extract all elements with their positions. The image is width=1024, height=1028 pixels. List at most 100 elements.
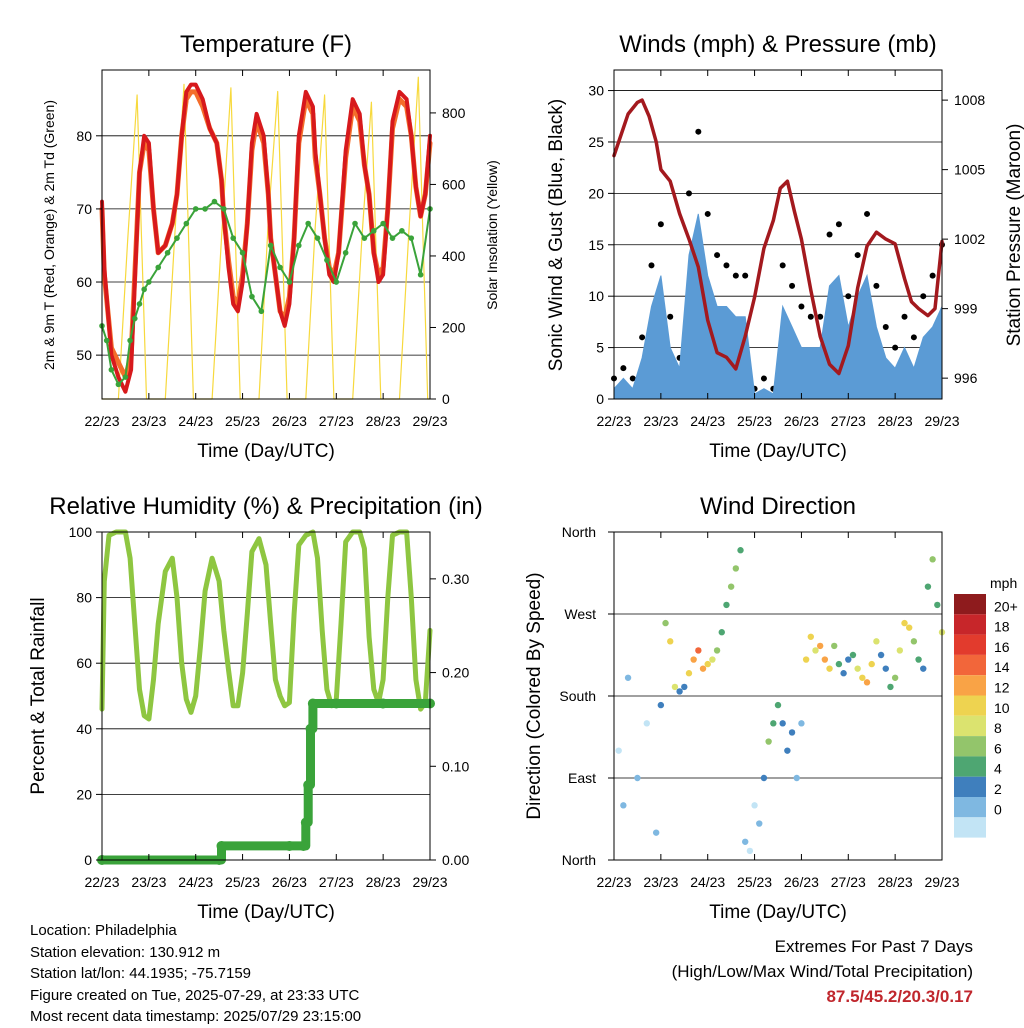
x-tick-label: 27/23	[319, 413, 354, 429]
gust-point	[845, 293, 852, 300]
y-tick-label-right: 0.10	[442, 758, 469, 774]
direction-point	[671, 683, 679, 691]
gust-point	[657, 221, 664, 228]
direction-point	[690, 656, 697, 663]
direction-point	[652, 829, 660, 836]
x-axis-label: Time (Day/UTC)	[709, 902, 847, 923]
x-tick-label: 24/23	[690, 413, 725, 429]
colorbar-label: 4	[994, 761, 1002, 777]
location-text: Location: Philadelphia	[30, 922, 177, 939]
colorbar-title: mph	[990, 575, 1017, 591]
gust-point	[629, 375, 636, 382]
y-tick-label-right: 200	[442, 319, 466, 335]
gust-point	[817, 313, 824, 320]
colorbar-swatch	[954, 675, 986, 696]
station-info: Location: Philadelphia Station elevation…	[30, 920, 361, 1028]
direction-point	[845, 656, 852, 663]
gust-point	[892, 344, 899, 351]
y-tick-label: East	[568, 770, 596, 786]
colorbar: mph 20+ 18 16 14 12 10 8 6 4 2 0	[954, 575, 1018, 838]
x-tick-label: 28/23	[878, 413, 913, 429]
x-tick-label: 23/23	[131, 413, 166, 429]
series-pressure	[612, 98, 944, 376]
precip-point	[305, 723, 316, 734]
direction-point	[732, 565, 740, 572]
y-tick-label: 20	[76, 786, 92, 802]
panel-1: Temperature (F) Time (Day/UTC) 22/23 23/23 2…	[41, 31, 500, 462]
gust-point	[667, 313, 674, 320]
x-tick-label: 27/23	[831, 413, 866, 429]
y-axis-label: Sonic Wind & Gust (Blue, Black)	[546, 99, 567, 371]
direction-point	[835, 660, 843, 668]
x-tick-label: 23/23	[131, 874, 166, 890]
x-tick-label: 25/23	[225, 413, 260, 429]
x-tick-label: 26/23	[784, 874, 819, 890]
x-tick-label: 26/23	[784, 413, 819, 429]
x-tick-label: 26/23	[272, 413, 307, 429]
y-tick-label: 0	[596, 391, 604, 407]
colorbar-label: 6	[994, 740, 1002, 756]
direction-point	[737, 547, 744, 554]
x-tick-label: 28/23	[366, 413, 401, 429]
direction-point	[746, 847, 754, 855]
direction-point	[934, 601, 941, 609]
y-tick-label-right: 1002	[954, 231, 985, 247]
direction-point	[849, 651, 857, 659]
y-axis-label-right: Solar Insolation (Yellow)	[484, 160, 500, 310]
y-tick-label: 15	[588, 237, 604, 253]
y-axis-label: 2m & 9m T (Red, Orange) & 2m Td (Green)	[41, 100, 57, 370]
gust-point	[732, 272, 739, 279]
gust-point	[864, 210, 871, 217]
plot-frame	[101, 69, 431, 400]
gust-point	[685, 190, 692, 197]
y-tick-label: 60	[76, 655, 92, 671]
direction-point	[831, 642, 838, 650]
x-tick-label: 24/23	[178, 413, 213, 429]
colorbar-label: 18	[994, 619, 1010, 635]
y-tick-label: North	[562, 524, 596, 540]
direction-point	[868, 660, 875, 668]
x-tick-label: 25/23	[737, 413, 772, 429]
direction-point	[924, 583, 932, 590]
y-tick-label: 25	[588, 134, 604, 150]
colorbar-label: 0	[994, 801, 1002, 817]
direction-point	[657, 701, 665, 709]
x-tick-label: 23/23	[643, 874, 678, 890]
x-tick-label: 24/23	[178, 874, 213, 890]
direction-point	[882, 665, 889, 672]
plot-frame	[101, 531, 431, 861]
panel-title: Temperature (F)	[180, 31, 352, 58]
gust-point	[639, 334, 646, 341]
colorbar-label: 8	[994, 720, 1002, 736]
series-td	[101, 200, 431, 386]
colorbar-swatch	[954, 817, 986, 838]
gust-point	[742, 272, 749, 279]
direction-point	[756, 820, 763, 827]
direction-point	[896, 647, 904, 654]
precip-point	[300, 817, 311, 828]
panel-3: Relative Humidity (%) & Precipitation (i…	[28, 493, 483, 923]
colorbar-swatch	[954, 797, 986, 818]
y-axis-label: Direction (Colored By Speed)	[524, 572, 545, 819]
direction-point	[643, 720, 650, 727]
x-tick-label: 23/23	[643, 413, 678, 429]
latlon-text: Station lat/lon: 44.1935; -75.7159	[30, 965, 252, 982]
y-tick-label: West	[564, 606, 596, 622]
direction-point	[887, 683, 894, 691]
x-tick-label: 28/23	[878, 874, 913, 890]
y-tick-label-right: 1005	[954, 162, 985, 178]
y-tick-label-right: 1008	[954, 92, 985, 108]
direction-point	[681, 683, 688, 691]
elevation-text: Station elevation: 130.912 m	[30, 943, 221, 961]
direction-point	[863, 679, 871, 686]
series-precip	[97, 699, 435, 865]
x-tick-label: 22/23	[596, 413, 631, 429]
colorbar-label: 10	[994, 700, 1010, 716]
y-tick-label: North	[562, 852, 596, 868]
extremes-box: Extremes For Past 7 Days (High/Low/Max W…	[672, 934, 973, 1009]
colorbar-label: 2	[994, 781, 1002, 797]
direction-point	[816, 642, 824, 650]
y-tick-label: 5	[596, 340, 604, 356]
series-rh	[99, 529, 433, 722]
